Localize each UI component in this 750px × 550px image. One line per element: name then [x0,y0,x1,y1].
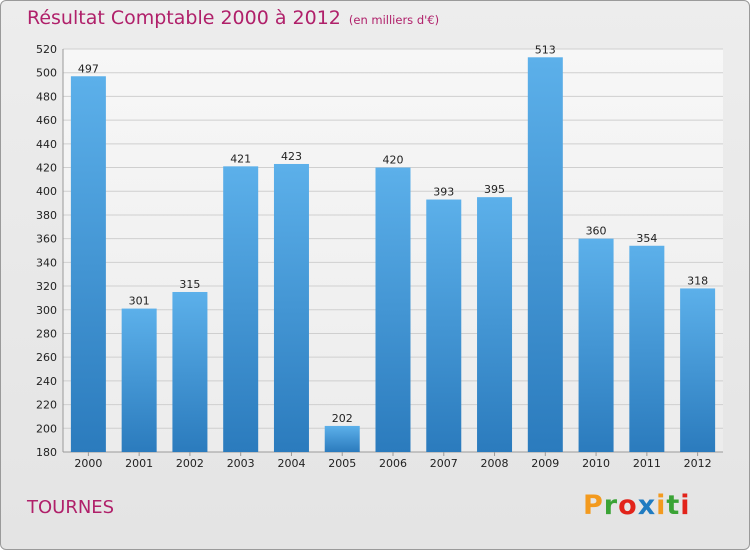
y-tick-label: 320 [36,280,57,293]
bar [680,288,716,452]
data-label: 420 [383,154,404,167]
x-tick-label: 2003 [227,457,255,470]
bar [273,163,309,453]
x-tick-label: 2001 [125,457,153,470]
x-axis-labels: 2000 2001 2002 2003 2004 2005 2006 2007 2008 2009… [74,452,712,470]
x-tick-label: 2000 [74,457,102,470]
data-label: 513 [535,43,556,56]
y-tick-label: 500 [36,67,57,80]
y-tick-label: 520 [36,43,57,56]
chart-title-text: Résultat Comptable 2000 à 2012 [27,7,341,29]
bar [324,425,360,452]
bar [172,291,208,452]
bar [477,197,513,452]
x-tick-label: 2005 [328,457,356,470]
data-label: 393 [433,186,454,199]
x-tick-label: 2010 [582,457,610,470]
y-tick-label: 380 [36,209,57,222]
data-label: 202 [332,412,353,425]
x-tick-label: 2002 [176,457,204,470]
commune-name: TOURNES [27,497,115,518]
x-tick-label: 2007 [430,457,458,470]
data-label: 360 [586,225,607,238]
bar [629,245,665,452]
y-tick-label: 440 [36,138,57,151]
y-tick-label: 220 [36,399,57,412]
logo-letter: t [666,490,681,521]
y-tick-label: 180 [36,446,57,459]
logo-letter: o [618,490,638,521]
y-tick-label: 420 [36,162,57,175]
chart-subtitle: (en milliers d'€) [348,13,440,27]
proxiti-logo[interactable]: Proxiti [583,490,691,521]
logo-letter: i [656,490,667,521]
y-tick-label: 240 [36,375,57,388]
y-tick-label: 340 [36,256,57,269]
bar [223,166,259,452]
bars [70,57,716,453]
y-tick-label: 460 [36,114,57,127]
x-tick-label: 2004 [277,457,305,470]
data-label: 315 [179,278,200,291]
bar [121,308,157,452]
data-label: 301 [129,295,150,308]
x-tick-label: 2008 [481,457,509,470]
bar [70,76,106,452]
y-tick-label: 200 [36,422,57,435]
x-tick-label: 2012 [684,457,712,470]
y-tick-label: 260 [36,351,57,364]
y-tick-label: 360 [36,233,57,246]
data-label: 423 [281,150,302,163]
y-tick-label: 280 [36,327,57,340]
bar [578,238,614,452]
data-label: 318 [687,274,708,287]
y-tick-label: 400 [36,185,57,198]
data-label: 421 [230,152,251,165]
data-label: 354 [636,232,657,245]
data-label: 497 [78,62,99,75]
y-tick-label: 300 [36,304,57,317]
bar [375,167,411,452]
logo-letter: i [680,490,691,521]
bar [426,199,462,452]
logo-letter: P [583,490,604,521]
data-label: 395 [484,183,505,196]
chart-title: Résultat Comptable 2000 à 2012 (en millie… [27,7,439,29]
y-axis-labels: 180 200 220 240 260 280 300 320 340 360 380 400 420 4… [36,43,57,459]
logo-letter: r [603,490,619,521]
x-tick-label: 2006 [379,457,407,470]
y-tick-label: 480 [36,90,57,103]
x-tick-label: 2009 [531,457,559,470]
x-tick-label: 2011 [633,457,661,470]
logo-letter: x [637,490,657,521]
bar [527,57,563,452]
data-labels: 497 301 315 421 423 202 420 393 395 513 360 354 318 [78,43,708,425]
